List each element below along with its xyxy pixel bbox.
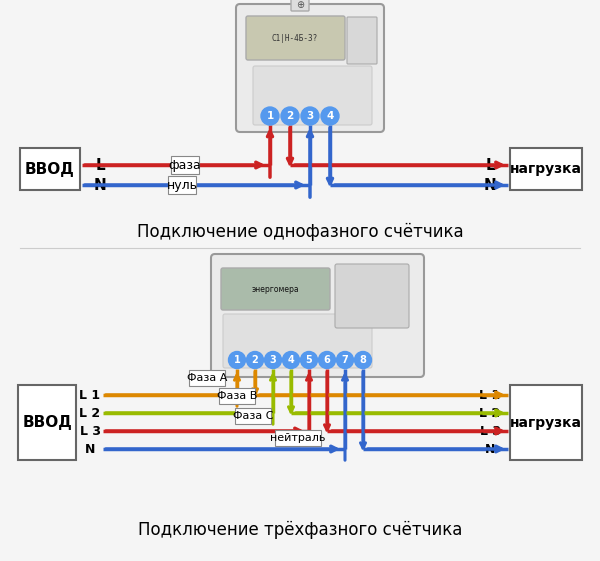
FancyBboxPatch shape [211, 254, 424, 377]
FancyBboxPatch shape [246, 16, 345, 60]
Text: ВВОД: ВВОД [25, 162, 75, 177]
Circle shape [301, 352, 317, 369]
Text: С1|Н-4Б-3?: С1|Н-4Б-3? [272, 34, 318, 43]
Text: 1: 1 [266, 111, 274, 121]
Circle shape [261, 107, 279, 125]
Text: L: L [95, 158, 105, 172]
FancyBboxPatch shape [20, 148, 80, 190]
FancyBboxPatch shape [235, 408, 271, 425]
Text: L 3: L 3 [479, 425, 500, 438]
Circle shape [355, 352, 371, 369]
FancyBboxPatch shape [219, 388, 255, 404]
FancyBboxPatch shape [347, 17, 377, 64]
FancyBboxPatch shape [275, 430, 321, 447]
Text: 2: 2 [286, 111, 293, 121]
FancyBboxPatch shape [510, 148, 582, 190]
Text: N: N [485, 443, 495, 456]
Text: нуль: нуль [167, 178, 197, 191]
Text: L 1: L 1 [479, 389, 500, 402]
FancyBboxPatch shape [253, 66, 372, 125]
FancyBboxPatch shape [221, 268, 330, 310]
FancyBboxPatch shape [291, 0, 309, 11]
Circle shape [265, 352, 281, 369]
Text: L 2: L 2 [479, 407, 500, 420]
Circle shape [281, 107, 299, 125]
Circle shape [247, 352, 263, 369]
FancyBboxPatch shape [510, 385, 582, 460]
FancyBboxPatch shape [189, 370, 225, 387]
FancyBboxPatch shape [18, 385, 76, 460]
FancyBboxPatch shape [171, 156, 199, 174]
Text: L 3: L 3 [79, 425, 101, 438]
Text: нагрузка: нагрузка [510, 416, 582, 430]
Circle shape [319, 352, 335, 369]
Text: 4: 4 [287, 355, 295, 365]
FancyBboxPatch shape [223, 314, 372, 368]
Text: L 2: L 2 [79, 407, 101, 420]
Text: 7: 7 [341, 355, 349, 365]
Text: ВВОД: ВВОД [22, 415, 72, 430]
Text: 3: 3 [269, 355, 277, 365]
Text: N: N [484, 177, 496, 192]
Text: нагрузка: нагрузка [510, 162, 582, 176]
Text: N: N [85, 443, 95, 456]
Circle shape [229, 352, 245, 369]
Circle shape [301, 107, 319, 125]
Text: ⊕: ⊕ [296, 0, 304, 10]
FancyBboxPatch shape [335, 264, 409, 328]
Text: 4: 4 [326, 111, 334, 121]
Text: L: L [485, 158, 495, 172]
Text: фаза: фаза [169, 159, 202, 172]
Text: 5: 5 [305, 355, 313, 365]
Text: Подключение однофазного счётчика: Подключение однофазного счётчика [137, 223, 463, 241]
Text: Фаза С: Фаза С [233, 411, 273, 421]
Text: L 1: L 1 [79, 389, 101, 402]
Text: Фаза В: Фаза В [217, 391, 257, 401]
Text: нейтраль: нейтраль [271, 433, 326, 443]
Text: Подключение трёхфазного счётчика: Подключение трёхфазного счётчика [138, 521, 462, 539]
Text: энергомера: энергомера [251, 284, 299, 293]
Text: Фаза А: Фаза А [187, 373, 227, 383]
Text: 8: 8 [359, 355, 367, 365]
FancyBboxPatch shape [168, 176, 196, 194]
Text: N: N [94, 177, 106, 192]
Circle shape [337, 352, 353, 369]
Text: 6: 6 [323, 355, 331, 365]
Text: 2: 2 [251, 355, 259, 365]
FancyBboxPatch shape [236, 4, 384, 132]
Circle shape [283, 352, 299, 369]
Text: 1: 1 [233, 355, 241, 365]
Text: 3: 3 [307, 111, 314, 121]
Circle shape [321, 107, 339, 125]
